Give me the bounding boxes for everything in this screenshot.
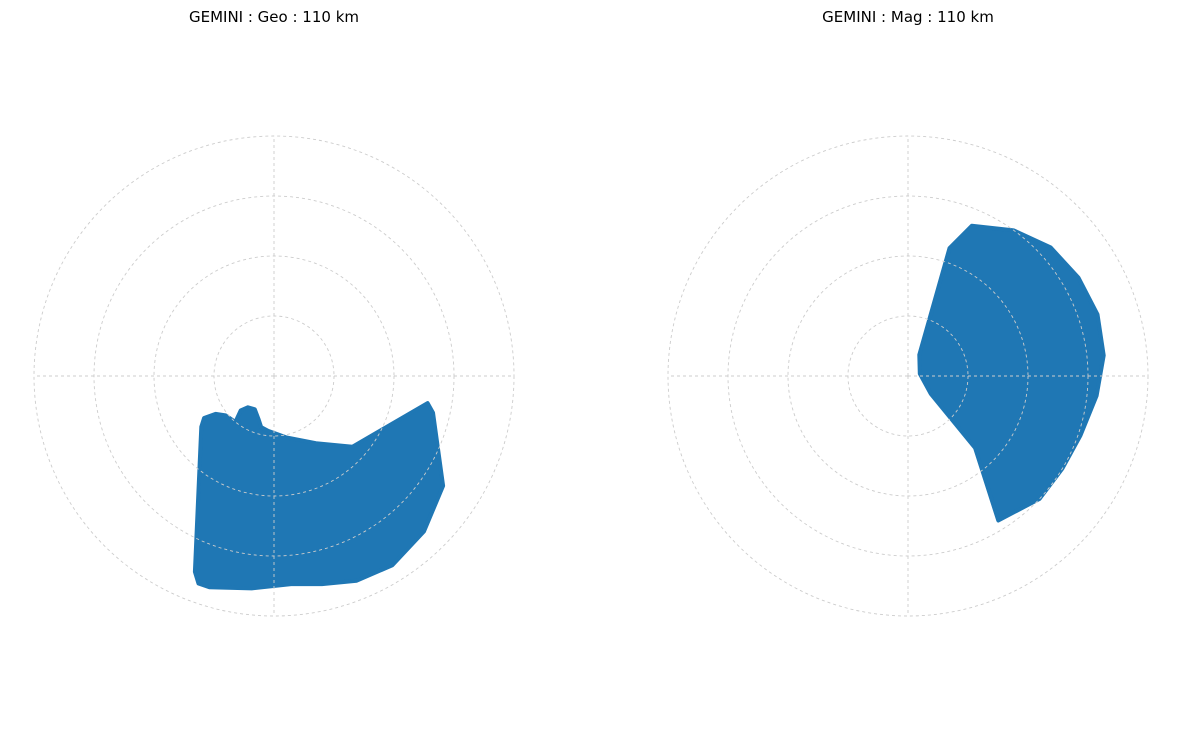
chart-title-geo: GEMINI : Geo : 110 km — [189, 8, 359, 26]
polar-grid-mag — [667, 135, 1149, 617]
chart-title-mag: GEMINI : Mag : 110 km — [822, 8, 994, 26]
coverage-layer-geo — [192, 401, 446, 591]
grid-ring-mag-4 — [667, 135, 1149, 617]
polar-panel-mag: GEMINI : Mag : 110 km — [667, 8, 1149, 617]
coverage-polygon-mag — [917, 223, 1106, 523]
coverage-polygon-geo — [192, 401, 446, 591]
polar-grid-geo — [33, 135, 515, 617]
coverage-layer-mag — [917, 223, 1106, 523]
polar-panel-geo: GEMINI : Geo : 110 km — [33, 8, 515, 617]
grid-ring-geo-4 — [33, 135, 515, 617]
